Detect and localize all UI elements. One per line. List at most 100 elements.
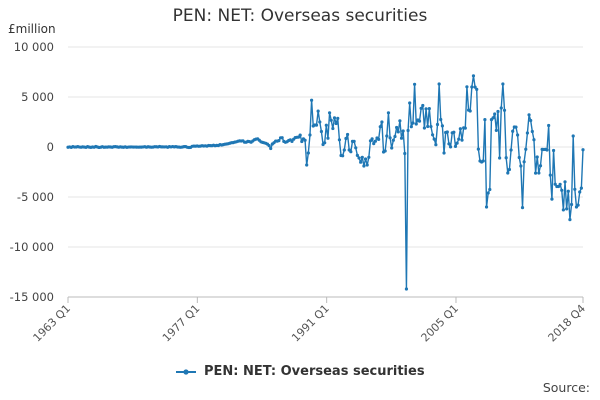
data-point (316, 109, 320, 113)
data-point (269, 146, 273, 151)
data-point (506, 171, 510, 175)
data-point (453, 144, 458, 148)
data-point (561, 208, 565, 212)
data-point (303, 138, 307, 142)
data-point (331, 126, 335, 131)
data-point (530, 129, 534, 134)
data-point (556, 184, 561, 189)
data-point (406, 128, 410, 133)
data-point (447, 142, 451, 146)
data-point (547, 123, 551, 128)
data-point (349, 150, 353, 154)
x-axis: 1963 Q1 1977 Q1 1991 Q1 2005 Q1 2018 Q4 (31, 296, 588, 345)
data-point (355, 153, 359, 157)
data-point (334, 121, 338, 126)
data-point (571, 134, 575, 138)
data-point (468, 109, 472, 113)
data-point (476, 147, 480, 151)
data-point (519, 164, 523, 168)
data-point (460, 138, 464, 142)
data-point (380, 120, 384, 124)
data-point (422, 126, 427, 130)
data-point (569, 202, 574, 207)
data-point (548, 173, 552, 177)
data-point (470, 85, 474, 89)
data-point (324, 123, 328, 127)
data-point (504, 156, 508, 160)
data-point (498, 156, 502, 160)
data-point (522, 160, 526, 164)
data-point (434, 143, 438, 147)
data-point (305, 163, 309, 167)
data-point (452, 130, 456, 134)
data-point (517, 155, 521, 160)
data-point (373, 139, 377, 143)
data-point (414, 122, 418, 126)
data-point (430, 133, 435, 137)
data-point (352, 139, 356, 143)
source-label: Source: (542, 380, 590, 395)
data-point (558, 182, 562, 186)
data-point (396, 130, 400, 134)
data-point (527, 113, 531, 117)
legend[interactable]: PEN: NET: Overseas securities (0, 364, 600, 379)
data-point (537, 171, 541, 175)
data-point (484, 205, 489, 209)
data-point (579, 186, 583, 190)
data-point (391, 138, 395, 142)
y-tick-label: 10 000 (14, 40, 54, 54)
data-point (314, 123, 319, 127)
data-point (455, 141, 459, 145)
data-point (336, 116, 340, 120)
y-axis-unit-label: £million (8, 22, 56, 36)
data-point (419, 106, 423, 110)
data-point (417, 119, 422, 123)
data-point (445, 130, 449, 134)
data-point (409, 125, 413, 129)
data-point (545, 148, 549, 152)
data-point (427, 107, 431, 111)
data-point (367, 155, 371, 159)
data-point (385, 134, 389, 138)
data-point (372, 142, 376, 146)
data-point (378, 125, 382, 129)
x-tick-label: 1991 Q1 (289, 302, 332, 345)
data-point (411, 121, 415, 125)
data-point (341, 154, 345, 158)
data-point (501, 82, 505, 86)
data-point (437, 82, 441, 86)
data-point (327, 111, 332, 115)
data-point (388, 136, 392, 140)
data-point (511, 129, 515, 133)
data-point (383, 149, 387, 153)
grid-lines (68, 46, 583, 298)
data-point (566, 189, 570, 193)
data-point (342, 148, 346, 152)
data-point (365, 163, 369, 167)
data-point (516, 133, 520, 137)
data-point (395, 125, 399, 130)
data-point (465, 85, 469, 89)
data-point (560, 188, 564, 192)
data-point (576, 203, 580, 207)
data-point (457, 137, 461, 141)
y-tick-label: -10 000 (10, 240, 54, 254)
data-point (578, 190, 582, 194)
x-tick-label: 1977 Q1 (160, 302, 203, 345)
legend-swatch (176, 368, 197, 375)
data-point (532, 138, 536, 142)
data-point (404, 287, 409, 291)
data-point (408, 101, 412, 105)
data-point (499, 106, 503, 110)
data-point (565, 207, 569, 211)
data-point (267, 144, 271, 148)
data-point (310, 98, 314, 102)
data-point (326, 136, 330, 140)
data-point (360, 155, 364, 159)
data-point (426, 124, 430, 129)
data-point (442, 151, 446, 155)
data-point (550, 197, 554, 201)
data-point (308, 133, 312, 137)
x-tick-label: 2005 Q1 (419, 302, 462, 345)
